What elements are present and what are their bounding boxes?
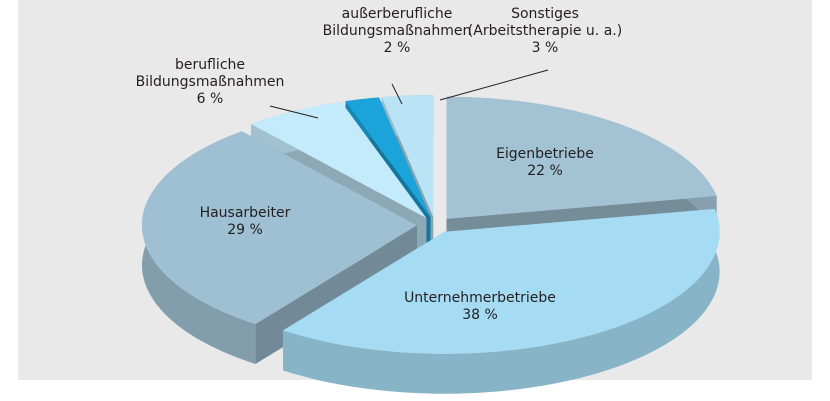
slice-label: Sonstiges (Arbeitstherapie u. a.) 3 % xyxy=(460,6,630,57)
value-label: 29 % xyxy=(227,222,263,238)
slice-label: Hausarbeiter 29 % xyxy=(145,205,345,239)
slice-side xyxy=(283,208,720,394)
slice xyxy=(381,95,434,217)
slice-label: außerberufliche Bildungsmaßnahmen 2 % xyxy=(317,6,477,57)
slice xyxy=(446,96,717,219)
value-label: 38 % xyxy=(462,307,498,323)
leader-line xyxy=(439,69,549,101)
leader-line xyxy=(269,105,319,119)
category-label: Eigenbetriebe xyxy=(496,146,594,162)
slice xyxy=(345,97,431,218)
slice xyxy=(142,131,417,324)
category-label: Sonstiges (Arbeitstherapie u. a.) xyxy=(467,6,623,39)
value-label: 6 % xyxy=(196,91,224,107)
leader-line xyxy=(391,83,403,105)
slice-label: Eigenbetriebe 22 % xyxy=(445,146,645,180)
value-label: 3 % xyxy=(531,40,559,56)
category-label: außerberufliche Bildungsmaßnahmen xyxy=(322,6,472,39)
category-label: Hausarbeiter xyxy=(199,205,291,221)
slice-label: berufliche Bildungsmaßnahmen 6 % xyxy=(125,57,295,108)
value-label: 2 % xyxy=(383,40,411,56)
slice xyxy=(283,208,720,354)
category-label: Unternehmerbetriebe xyxy=(404,290,556,306)
category-label: berufliche Bildungsmaßnahmen xyxy=(135,57,285,90)
slice xyxy=(251,102,427,218)
slice-label: Unternehmerbetriebe 38 % xyxy=(360,290,600,324)
value-label: 22 % xyxy=(527,163,563,179)
